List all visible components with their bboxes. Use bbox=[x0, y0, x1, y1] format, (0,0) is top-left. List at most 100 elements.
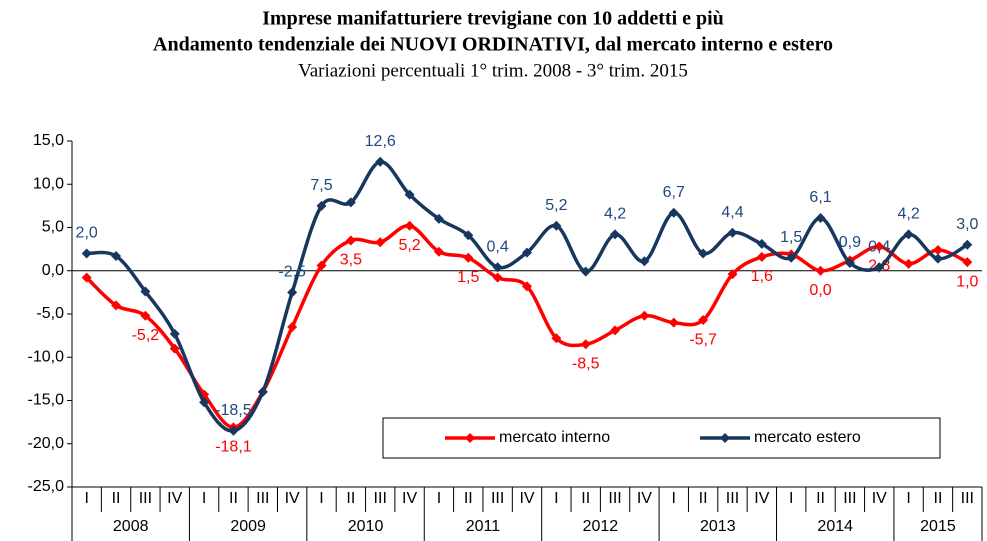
marker bbox=[639, 256, 650, 267]
marker bbox=[610, 325, 621, 336]
marker bbox=[522, 281, 532, 292]
marker bbox=[727, 227, 738, 238]
data-label: 6,7 bbox=[663, 184, 685, 201]
x-tick-label: I bbox=[906, 490, 910, 507]
x-tick-label: I bbox=[319, 490, 323, 507]
year-label: 2012 bbox=[583, 518, 619, 535]
data-label: 0,4 bbox=[868, 239, 890, 256]
data-label: 1,5 bbox=[780, 229, 802, 246]
x-tick-label: III bbox=[608, 490, 621, 507]
marker bbox=[169, 328, 180, 339]
data-label: 4,2 bbox=[897, 206, 919, 223]
marker bbox=[463, 230, 474, 241]
data-label: 3,5 bbox=[340, 252, 362, 269]
marker bbox=[81, 272, 92, 283]
series-line bbox=[86, 160, 969, 433]
data-label: 12,6 bbox=[365, 133, 396, 150]
marker bbox=[815, 212, 826, 223]
data-label: 1,6 bbox=[751, 268, 773, 285]
marker bbox=[404, 220, 415, 231]
marker bbox=[140, 286, 151, 297]
marker bbox=[375, 237, 386, 248]
y-tick-label: 5,0 bbox=[42, 219, 64, 236]
marker bbox=[844, 257, 855, 268]
x-tick-label: II bbox=[934, 490, 943, 507]
marker bbox=[903, 229, 914, 240]
marker bbox=[287, 321, 298, 332]
marker bbox=[257, 386, 268, 397]
marker bbox=[375, 156, 386, 167]
x-tick-label: II bbox=[581, 490, 590, 507]
y-tick-label: -10,0 bbox=[28, 348, 65, 365]
data-label: -2,5 bbox=[278, 264, 306, 281]
marker bbox=[698, 248, 709, 259]
marker bbox=[962, 257, 973, 268]
x-tick-label: IV bbox=[402, 490, 417, 507]
x-tick-label: I bbox=[554, 490, 558, 507]
legend-label: mercato estero bbox=[754, 429, 861, 446]
marker bbox=[698, 315, 709, 326]
year-label: 2014 bbox=[817, 518, 853, 535]
marker bbox=[756, 251, 767, 262]
marker bbox=[580, 339, 591, 350]
x-tick-label: IV bbox=[285, 490, 300, 507]
marker bbox=[199, 397, 210, 408]
x-tick-label: IV bbox=[519, 490, 534, 507]
data-label: -5,7 bbox=[689, 331, 717, 348]
x-tick-label: III bbox=[374, 490, 387, 507]
x-tick-label: I bbox=[202, 490, 206, 507]
marker bbox=[522, 247, 532, 258]
legend-marker bbox=[465, 433, 475, 443]
y-tick-label: -20,0 bbox=[28, 435, 65, 452]
data-label: -18,5 bbox=[215, 402, 252, 419]
x-tick-label: II bbox=[699, 490, 708, 507]
data-label: 0,9 bbox=[839, 234, 861, 251]
marker bbox=[932, 253, 943, 264]
marker bbox=[580, 266, 591, 277]
marker bbox=[81, 248, 92, 259]
x-tick-label: IV bbox=[637, 490, 652, 507]
year-label: 2015 bbox=[920, 518, 956, 535]
marker bbox=[345, 197, 356, 208]
marker bbox=[551, 220, 562, 231]
data-label: -18,1 bbox=[215, 439, 252, 456]
data-label: 5,2 bbox=[398, 237, 420, 254]
year-label: 2008 bbox=[113, 518, 149, 535]
marker bbox=[316, 200, 327, 211]
x-tick-label: IV bbox=[872, 490, 887, 507]
x-tick-label: III bbox=[961, 490, 974, 507]
marker bbox=[228, 425, 239, 436]
x-tick-label: II bbox=[112, 490, 121, 507]
legend-label: mercato interno bbox=[499, 429, 610, 446]
year-label: 2010 bbox=[348, 518, 384, 535]
marker bbox=[551, 333, 562, 344]
data-label: 2,0 bbox=[76, 225, 98, 242]
x-tick-label: II bbox=[346, 490, 355, 507]
chart-subtitle: Variazioni percentuali 1° trim. 2008 - 3… bbox=[298, 60, 688, 81]
x-tick-label: I bbox=[437, 490, 441, 507]
data-label: 6,1 bbox=[809, 189, 831, 206]
x-tick-label: II bbox=[816, 490, 825, 507]
marker bbox=[786, 252, 797, 263]
y-tick-label: 10,0 bbox=[33, 175, 64, 192]
year-label: 2013 bbox=[700, 518, 736, 535]
y-tick-label: -15,0 bbox=[28, 392, 65, 409]
chart-title: Imprese manifatturiere trevigiane con 10… bbox=[262, 8, 724, 30]
data-label: 7,5 bbox=[310, 177, 332, 194]
y-tick-label: -25,0 bbox=[28, 478, 65, 495]
data-label: 1,0 bbox=[956, 273, 978, 290]
marker bbox=[756, 238, 767, 249]
marker bbox=[492, 272, 503, 283]
legend-marker bbox=[720, 433, 730, 443]
marker bbox=[169, 343, 180, 354]
marker bbox=[874, 262, 885, 273]
x-tick-label: I bbox=[789, 490, 793, 507]
data-label: 0,4 bbox=[487, 239, 509, 256]
marker bbox=[668, 207, 679, 218]
marker bbox=[932, 244, 943, 255]
x-tick-label: III bbox=[843, 490, 856, 507]
marker bbox=[903, 258, 914, 269]
marker bbox=[111, 251, 122, 262]
x-tick-label: II bbox=[229, 490, 238, 507]
